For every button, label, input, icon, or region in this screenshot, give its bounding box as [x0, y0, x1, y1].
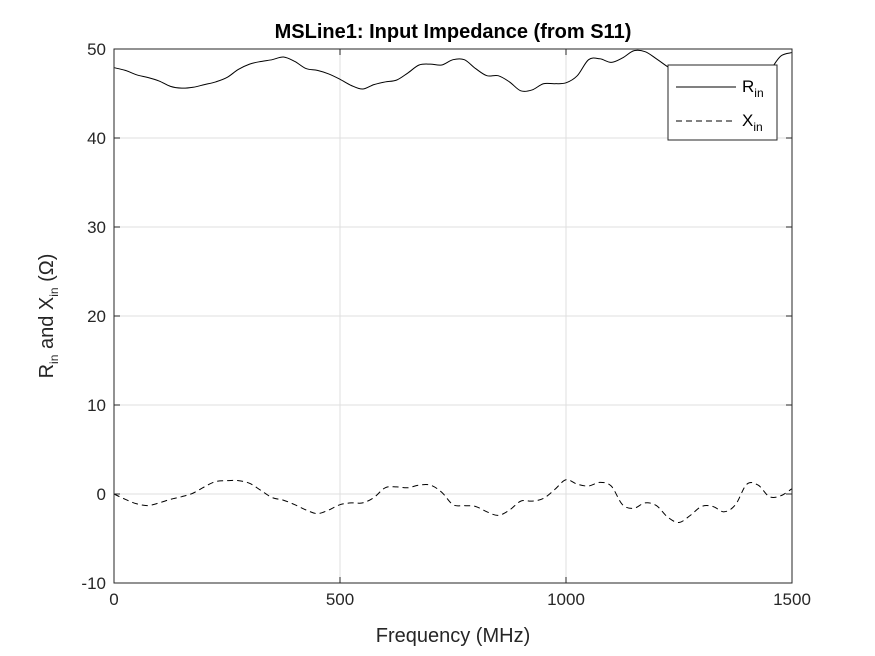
legend-label-rin-main: R	[742, 77, 754, 96]
y-axis-title-r: R	[36, 364, 58, 378]
y-axis-title-r-sub: in	[47, 355, 61, 364]
series-line-xin	[113, 479, 793, 523]
legend-label-rin-sub: in	[754, 86, 763, 100]
legend-label-xin: Xin	[742, 111, 763, 134]
legend-label-xin-sub: in	[753, 120, 762, 134]
y-axis-title-middle: and X	[36, 297, 58, 355]
y-tick-label: -10	[81, 574, 106, 593]
y-axis-title-unit: (Ω)	[36, 254, 58, 288]
y-axis-title: Rin and Xin (Ω)	[36, 254, 61, 379]
x-tick-label: 0	[109, 590, 118, 609]
y-tick-label: 30	[87, 218, 106, 237]
y-tick-label: 40	[87, 129, 106, 148]
legend-label-rin: Rin	[742, 77, 764, 100]
legend: Rin Xin	[667, 64, 778, 141]
y-tick-label: 10	[87, 396, 106, 415]
y-tick-label: 50	[87, 40, 106, 59]
y-tick-label: 20	[87, 307, 106, 326]
legend-label-xin-main: X	[742, 111, 753, 130]
x-tick-label: 1500	[773, 590, 811, 609]
y-tick-label: 0	[97, 485, 106, 504]
x-tick-label: 500	[326, 590, 354, 609]
x-tick-label: 1000	[547, 590, 585, 609]
legend-box	[667, 64, 778, 141]
chart-title: MSLine1: Input Impedance (from S11)	[275, 21, 632, 43]
y-axis-title-x-sub: in	[47, 287, 61, 296]
x-axis-title: Frequency (MHz)	[376, 625, 530, 647]
